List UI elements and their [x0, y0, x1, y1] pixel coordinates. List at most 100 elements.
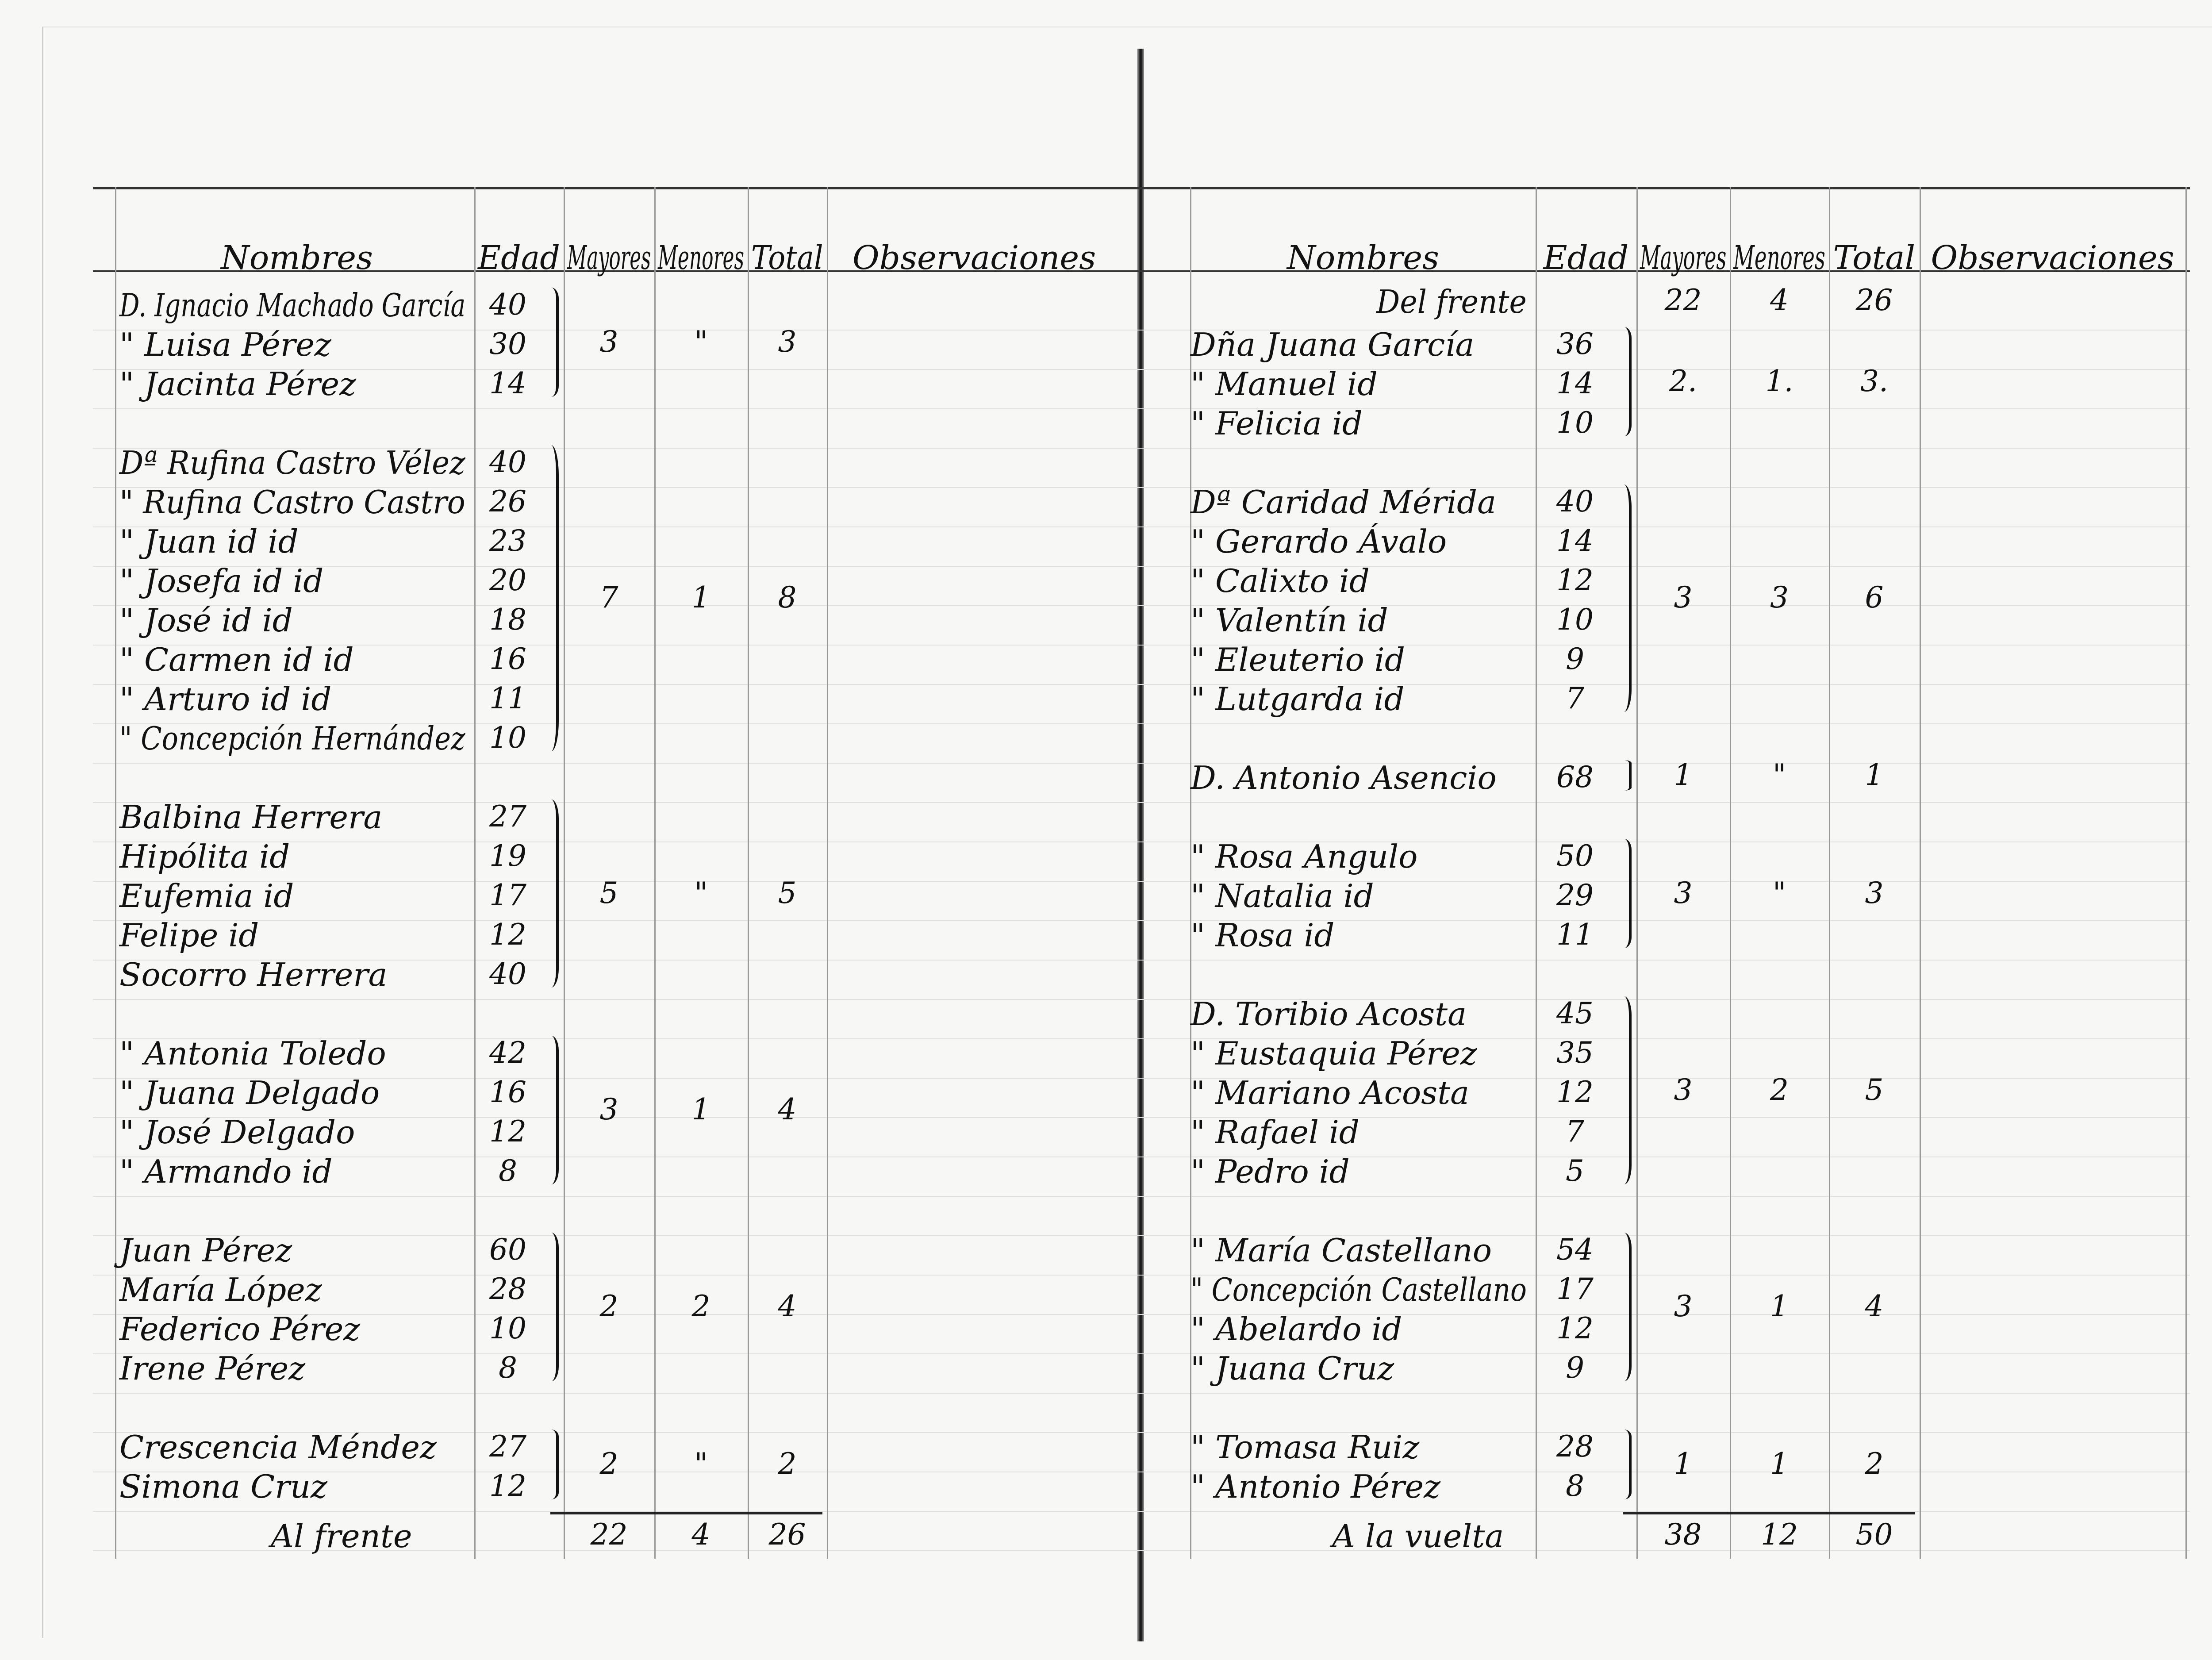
person-age: 35	[1556, 1036, 1594, 1070]
ruled-line	[93, 881, 2190, 882]
person-name: " Josefa id id	[119, 562, 324, 599]
person-row: " Josefa id id 20	[0, 559, 2212, 599]
person-name: " Pedro id	[1190, 1153, 1350, 1190]
group-total: 5	[1865, 1072, 1884, 1107]
person-row: " Natalia id 29	[0, 874, 2212, 915]
sum-rule	[1623, 1512, 1915, 1514]
group-menores: 2	[691, 1289, 710, 1323]
household-group: D. Toribio Acosta 45 " Eustaquia Pérez 3…	[0, 992, 2212, 1190]
footer-label: A la vuelta	[1332, 1518, 1504, 1555]
household-brace	[1617, 839, 1632, 948]
person-row: " Eleuterio id 9	[0, 638, 2212, 678]
person-row: Juan Pérez 60	[0, 1228, 2212, 1269]
column-rule	[748, 187, 749, 1559]
group-menores: 2	[1770, 1072, 1789, 1107]
person-row: Socorro Herrera 40	[0, 953, 2212, 993]
person-age: 54	[1556, 1233, 1594, 1267]
person-age: 50	[1556, 839, 1594, 873]
person-row: " Lutgarda id 7	[0, 677, 2212, 718]
person-age: 18	[489, 603, 526, 637]
column-rule	[2185, 187, 2187, 1559]
person-row: " Felicia id 10	[0, 401, 2212, 442]
person-age: 36	[1556, 327, 1594, 361]
household-brace	[1617, 1233, 1632, 1381]
group-menores: 1	[1770, 1289, 1789, 1323]
group-total: 6	[1865, 580, 1884, 615]
person-age: 11	[489, 681, 526, 715]
person-age: 9	[1566, 1351, 1584, 1385]
household-group: D. Ignacio Machado García 40 " Luisa Pér…	[0, 283, 2212, 403]
person-age: 60	[489, 1233, 526, 1267]
person-age: 40	[489, 288, 526, 322]
group-menores: "	[1773, 757, 1786, 792]
group-mayores: 3	[1674, 1072, 1693, 1107]
household-brace	[544, 1036, 559, 1184]
person-age: 8	[499, 1154, 517, 1188]
person-row: " Juana Delgado 16	[0, 1071, 2212, 1111]
person-name: " Jacinta Pérez	[119, 365, 357, 403]
group-total: 4	[1865, 1289, 1884, 1323]
person-age: 40	[1556, 484, 1594, 519]
group-mayores: 7	[599, 580, 618, 615]
header-nombres: Nombres	[1287, 239, 1439, 277]
person-age: 68	[1556, 760, 1594, 794]
group-mayores: 3	[1674, 876, 1693, 910]
household-group: Dª Caridad Mérida 40 " Gerardo Ávalo 14 …	[0, 480, 2212, 718]
person-name: " Arturo id id	[119, 680, 332, 718]
person-name: Felipe id	[119, 917, 259, 954]
ruled-line	[93, 605, 2190, 606]
person-name: " Rosa Angulo	[1190, 838, 1418, 875]
person-age: 14	[1556, 524, 1594, 558]
column-rule	[1829, 187, 1830, 1559]
household-group: Dña Juana García 36 " Manuel id 14 " Fel…	[0, 323, 2212, 442]
column-rule	[115, 187, 116, 1559]
person-age: 27	[489, 799, 526, 834]
person-row: " Gerardo Ávalo 14	[0, 519, 2212, 560]
person-name: Irene Pérez	[119, 1350, 306, 1387]
column-rule	[1536, 187, 1537, 1559]
group-mayores: 1	[1674, 757, 1693, 792]
person-row: Felipe id 12	[0, 913, 2212, 954]
person-name: Federico Pérez	[119, 1310, 361, 1348]
household-brace	[1617, 996, 1632, 1184]
person-name: " Calixto id	[1190, 562, 1370, 599]
person-age: 42	[489, 1036, 526, 1070]
person-row: " Concepción Castellano 17	[0, 1268, 2212, 1308]
person-age: 17	[489, 878, 526, 912]
household-brace	[544, 288, 559, 397]
household-brace	[544, 1233, 559, 1381]
group-total: 5	[778, 876, 797, 910]
group-mayores: 2.	[1669, 364, 1697, 398]
group-total: 3	[778, 324, 797, 359]
person-name: " Concepción Castellano	[1190, 1271, 1527, 1308]
person-row: Balbina Herrera 27	[0, 795, 2212, 836]
group-mayores: 1	[1674, 1447, 1693, 1481]
header-menores: Menores	[658, 239, 745, 277]
ruled-line	[93, 684, 2190, 685]
ruled-line	[93, 802, 2190, 803]
carried-mayores: 22	[1664, 283, 1702, 317]
person-row: " Jacinta Pérez 14	[0, 362, 2212, 403]
person-row: María López 28	[0, 1268, 2212, 1308]
header-observaciones: Observaciones	[853, 239, 1096, 277]
person-name: " Natalia id	[1190, 877, 1374, 915]
person-row: Eufemia id 17	[0, 874, 2212, 915]
person-name: " José id id	[119, 602, 293, 639]
ruled-line	[93, 1038, 2190, 1039]
person-name: " Eleuterio id	[1190, 641, 1405, 678]
person-name: Crescencia Méndez	[119, 1429, 437, 1466]
person-name: " Antonia Toledo	[119, 1035, 386, 1072]
header-mayores: Mayores	[1640, 239, 1727, 277]
footer-mayores: 38	[1664, 1518, 1702, 1552]
household-group: Dª Rufina Castro Vélez 40 " Rufina Castr…	[0, 441, 2212, 757]
person-name: " Tomasa Ruiz	[1190, 1429, 1420, 1466]
column-rule	[1636, 187, 1638, 1559]
person-row: " Rafael id 7	[0, 1110, 2212, 1151]
group-total: 3	[1865, 876, 1884, 910]
ruled-line	[93, 960, 2190, 961]
person-row: " Tomasa Ruiz 28	[0, 1425, 2212, 1466]
group-menores: "	[694, 324, 708, 359]
person-name: Dña Juana García	[1190, 326, 1475, 363]
